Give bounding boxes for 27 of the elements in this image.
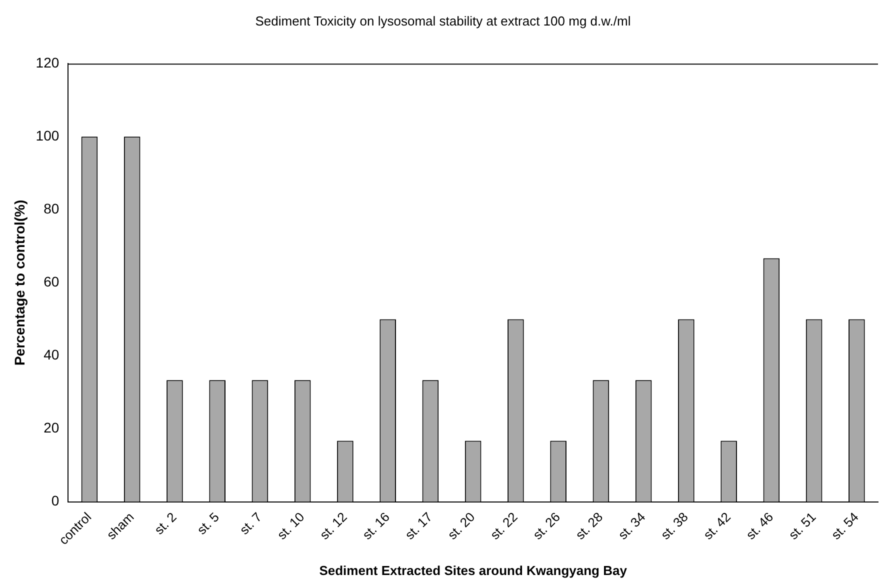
x-tick-label: st. 51 [786, 509, 819, 542]
x-tick-label: st. 7 [236, 509, 265, 538]
x-tick-label: st. 17 [402, 509, 436, 542]
x-tick-label: st. 10 [274, 509, 308, 542]
x-tick-label: st. 20 [444, 509, 478, 542]
y-tick-label: 20 [44, 420, 60, 436]
x-tick-label: st. 5 [194, 509, 222, 538]
y-tick-label: 120 [36, 54, 60, 70]
x-axis-title: Sediment Extracted Sites around Kwangyang Bay [319, 562, 628, 578]
x-tick-label: st. 34 [615, 509, 648, 542]
x-tick-label: st. 42 [700, 509, 734, 542]
chart-title: Sediment Toxicity on lysosomal stability at extract 100 mg d.w./ml [255, 13, 631, 28]
x-tick-label: st. 28 [572, 509, 606, 542]
y-tick-label: 0 [51, 492, 60, 509]
y-axis-title: Percentage to control(%) [11, 200, 28, 366]
x-tick-label: st. 46 [743, 509, 776, 542]
y-tick-label: 100 [36, 127, 60, 144]
x-tick-label: st. 26 [530, 509, 563, 542]
x-tick-label: st. 12 [316, 509, 350, 542]
x-tick-label: st. 16 [359, 509, 392, 542]
x-tick-label: st. 54 [828, 509, 862, 542]
x-tick-label: st. 2 [151, 509, 180, 538]
y-tick-label: 60 [44, 274, 60, 290]
x-tick-label: st. 38 [658, 509, 691, 542]
y-tick-label: 80 [44, 200, 60, 217]
x-tick-label: st. 22 [487, 509, 520, 542]
y-tick-label: 40 [44, 346, 60, 363]
